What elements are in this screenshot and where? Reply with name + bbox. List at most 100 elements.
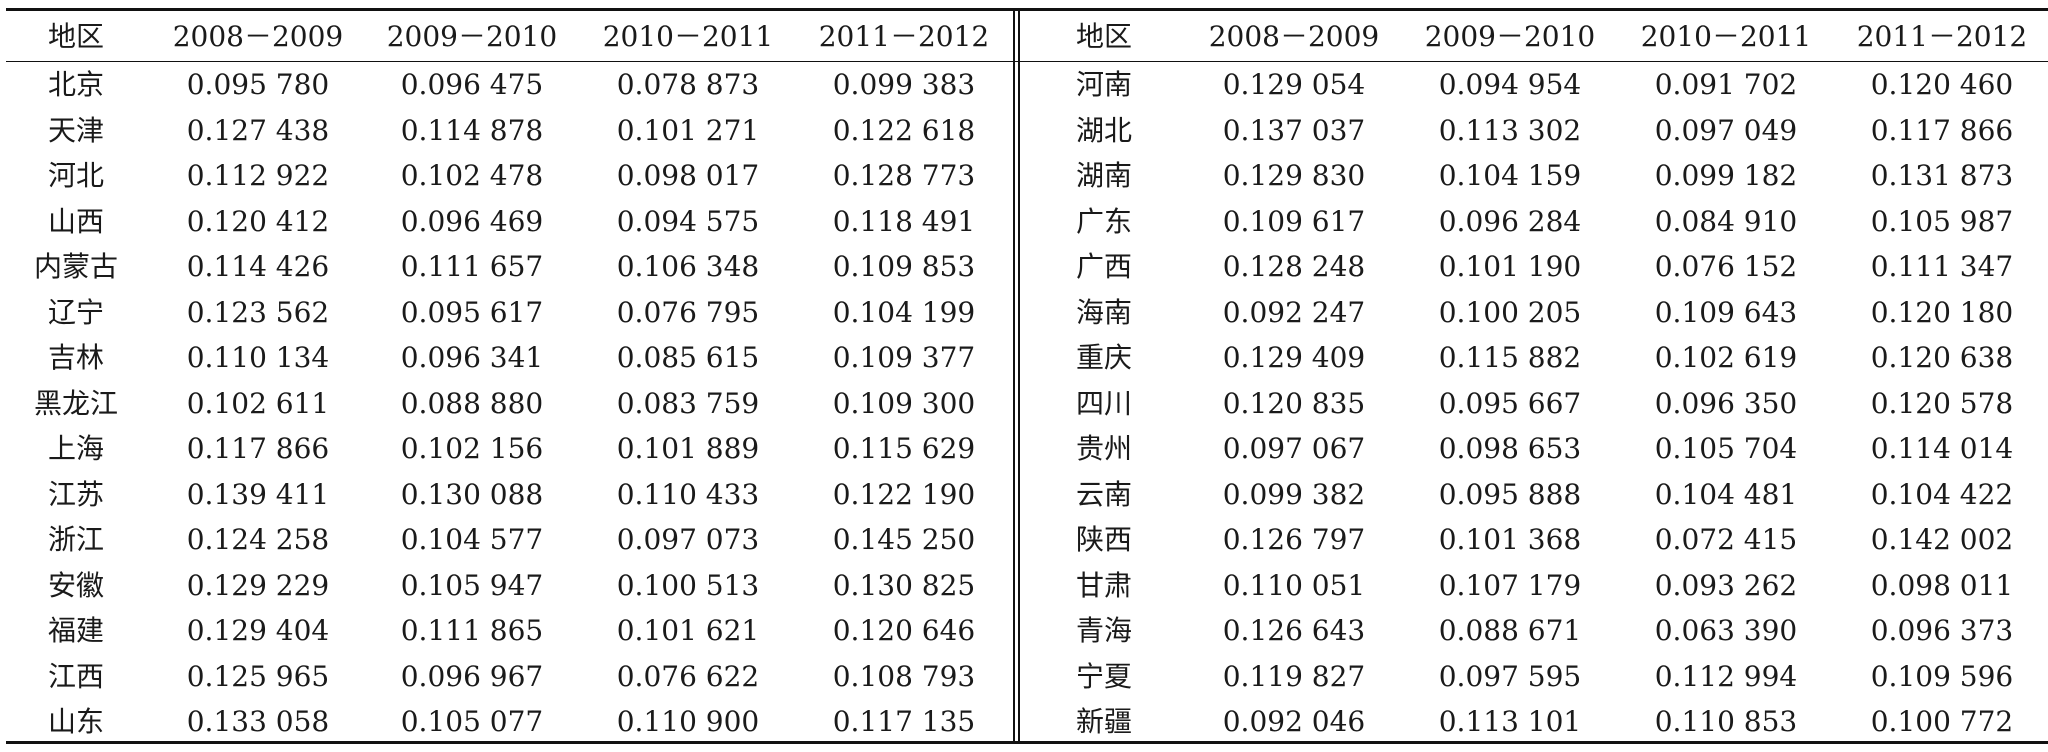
table-row: 吉林 0.110 134 0.096 341 0.085 615 0.109 377: [6, 335, 1013, 381]
value-2010-2011: 0.084 910: [1654, 204, 1798, 238]
value-2008-2009: 0.097 067: [1222, 432, 1366, 465]
value-2011-2012: 0.130 825: [832, 568, 976, 602]
value-2011-2012: 0.120 646: [832, 614, 976, 647]
region-cell: 贵州: [1075, 432, 1132, 465]
value-2010-2011: 0.106 348: [616, 250, 760, 283]
value-2010-2011: 0.098 017: [616, 159, 760, 192]
value-2010-2011: 0.100 513: [616, 568, 760, 602]
table-row: 黑龙江 0.102 611 0.088 880 0.083 759 0.109 300: [6, 381, 1013, 427]
value-2010-2011: 0.110 853: [1654, 705, 1798, 738]
value-2008-2009: 0.129 404: [186, 614, 330, 647]
header-2009-2010: 2009－2010: [1424, 20, 1596, 53]
value-2009-2010: 0.088 880: [400, 386, 544, 420]
value-2008-2009: 0.117 866: [186, 432, 330, 465]
value-2009-2010: 0.113 101: [1438, 705, 1582, 738]
value-2009-2010: 0.101 368: [1438, 523, 1582, 556]
value-2011-2012: 0.108 793: [832, 659, 976, 693]
region-cell: 山东: [47, 705, 104, 738]
value-2010-2011: 0.083 759: [616, 386, 760, 420]
value-2011-2012: 0.122 190: [832, 477, 976, 511]
value-2011-2012: 0.120 578: [1870, 386, 2014, 420]
value-2008-2009: 0.123 562: [186, 295, 330, 329]
value-2009-2010: 0.111 865: [400, 614, 544, 647]
region-cell: 河北: [47, 159, 104, 192]
region-cell: 四川: [1075, 386, 1132, 420]
table-row: 湖北 0.137 037 0.113 302 0.097 049 0.117 866: [1022, 108, 2048, 154]
table-row: 天津 0.127 438 0.114 878 0.101 271 0.122 618: [6, 108, 1013, 154]
value-2009-2010: 0.102 478: [400, 159, 544, 192]
value-2009-2010: 0.111 657: [400, 250, 544, 283]
value-2010-2011: 0.102 619: [1654, 341, 1798, 374]
value-2011-2012: 0.145 250: [832, 523, 976, 556]
value-2011-2012: 0.128 773: [832, 159, 976, 192]
table-row: 上海 0.117 866 0.102 156 0.101 889 0.115 629: [6, 426, 1013, 472]
region-cell: 山西: [47, 204, 104, 238]
value-2009-2010: 0.115 882: [1438, 341, 1582, 374]
region-cell: 江西: [47, 659, 104, 693]
value-2011-2012: 0.109 300: [832, 386, 976, 420]
region-cell: 河南: [1075, 68, 1132, 101]
region-cell: 广东: [1075, 204, 1132, 238]
value-2010-2011: 0.101 889: [616, 432, 760, 465]
table-row: 广东 0.109 617 0.096 284 0.084 910 0.105 987: [1022, 199, 2048, 245]
table-row: 江苏 0.139 411 0.130 088 0.110 433 0.122 190: [6, 472, 1013, 518]
value-2009-2010: 0.105 077: [400, 705, 544, 738]
header-region: 地区: [47, 20, 104, 53]
value-2009-2010: 0.114 878: [400, 113, 544, 147]
header-2009-2010: 2009－2010: [386, 20, 558, 53]
value-2011-2012: 0.111 347: [1870, 250, 2014, 283]
value-2008-2009: 0.110 051: [1222, 568, 1366, 602]
region-cell: 甘肃: [1075, 568, 1132, 602]
value-2010-2011: 0.101 271: [616, 113, 760, 147]
value-2010-2011: 0.101 621: [616, 614, 760, 647]
value-2010-2011: 0.091 702: [1654, 68, 1798, 101]
region-cell: 新疆: [1075, 705, 1132, 738]
value-2008-2009: 0.137 037: [1222, 113, 1366, 147]
double-divider-b: [1018, 8, 1020, 744]
header-2010-2011: 2010－2011: [602, 20, 774, 53]
value-2011-2012: 0.122 618: [832, 113, 976, 147]
value-2010-2011: 0.072 415: [1654, 523, 1798, 556]
value-2008-2009: 0.092 046: [1222, 705, 1366, 738]
value-2011-2012: 0.109 853: [832, 250, 976, 283]
header-row-right: 地区 2008－2009 2009－2010 2010－2011 2011－20…: [1022, 8, 2048, 54]
region-cell: 海南: [1075, 295, 1132, 329]
region-cell: 宁夏: [1075, 659, 1132, 693]
value-2009-2010: 0.105 947: [400, 568, 544, 602]
value-2011-2012: 0.114 014: [1870, 432, 2014, 465]
value-2008-2009: 0.126 797: [1222, 523, 1366, 556]
value-2008-2009: 0.126 643: [1222, 614, 1366, 647]
table-row: 广西 0.128 248 0.101 190 0.076 152 0.111 347: [1022, 244, 2048, 290]
right-half-table: 地区 2008－2009 2009－2010 2010－2011 2011－20…: [1022, 8, 2048, 744]
value-2011-2012: 0.105 987: [1870, 204, 2014, 238]
value-2010-2011: 0.063 390: [1654, 614, 1798, 647]
region-cell: 浙江: [47, 523, 104, 556]
value-2011-2012: 0.118 491: [832, 204, 976, 238]
value-2008-2009: 0.120 412: [186, 204, 330, 238]
value-2008-2009: 0.112 922: [186, 159, 330, 192]
value-2008-2009: 0.119 827: [1222, 659, 1366, 693]
region-cell: 黑龙江: [33, 386, 118, 420]
region-cell: 重庆: [1075, 341, 1132, 374]
value-2009-2010: 0.101 190: [1438, 250, 1582, 283]
left-half-table: 地区 2008－2009 2009－2010 2010－2011 2011－20…: [6, 8, 1013, 744]
table-row: 辽宁 0.123 562 0.095 617 0.076 795 0.104 199: [6, 290, 1013, 336]
region-cell: 福建: [47, 614, 104, 647]
table-row: 云南 0.099 382 0.095 888 0.104 481 0.104 422: [1022, 472, 2048, 518]
value-2009-2010: 0.107 179: [1438, 568, 1582, 602]
value-2010-2011: 0.076 622: [616, 659, 760, 693]
value-2009-2010: 0.095 617: [400, 295, 544, 329]
value-2008-2009: 0.133 058: [186, 705, 330, 738]
region-cell: 天津: [47, 113, 104, 147]
table-row: 福建 0.129 404 0.111 865 0.101 621 0.120 646: [6, 608, 1013, 654]
value-2011-2012: 0.120 460: [1870, 68, 2014, 101]
table-row: 河北 0.112 922 0.102 478 0.098 017 0.128 773: [6, 153, 1013, 199]
value-2010-2011: 0.078 873: [616, 68, 760, 101]
value-2009-2010: 0.096 284: [1438, 204, 1582, 238]
value-2011-2012: 0.120 180: [1870, 295, 2014, 329]
value-2010-2011: 0.104 481: [1654, 477, 1798, 511]
value-2010-2011: 0.109 643: [1654, 295, 1798, 329]
value-2010-2011: 0.096 350: [1654, 386, 1798, 420]
region-cell: 广西: [1075, 250, 1132, 283]
table-row: 北京 0.095 780 0.096 475 0.078 873 0.099 383: [6, 62, 1013, 108]
